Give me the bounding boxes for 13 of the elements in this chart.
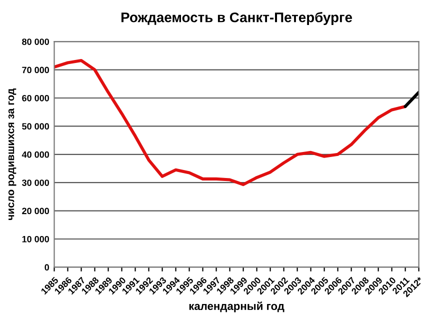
y-tick-label: 40 000 xyxy=(22,151,50,158)
y-axis-title: число родившихся за год xyxy=(8,88,16,220)
y-tick-label: 50 000 xyxy=(22,123,50,130)
chart-title: Рождаемость в Санкт-Петербурге xyxy=(121,12,352,26)
y-tick-label: 60 000 xyxy=(22,94,50,102)
y-tick-label: 30 000 xyxy=(22,180,50,186)
line-series xyxy=(54,58,407,186)
y-tick-label: 10 000 xyxy=(22,236,50,242)
y-tick-label: 80 000 xyxy=(22,38,50,45)
y-tick-label: 0 xyxy=(44,264,50,271)
x-axis-title: календарный год xyxy=(189,302,284,312)
y-tick-label: 70 000 xyxy=(22,66,50,74)
y-tick-label: 20 000 xyxy=(22,208,50,214)
